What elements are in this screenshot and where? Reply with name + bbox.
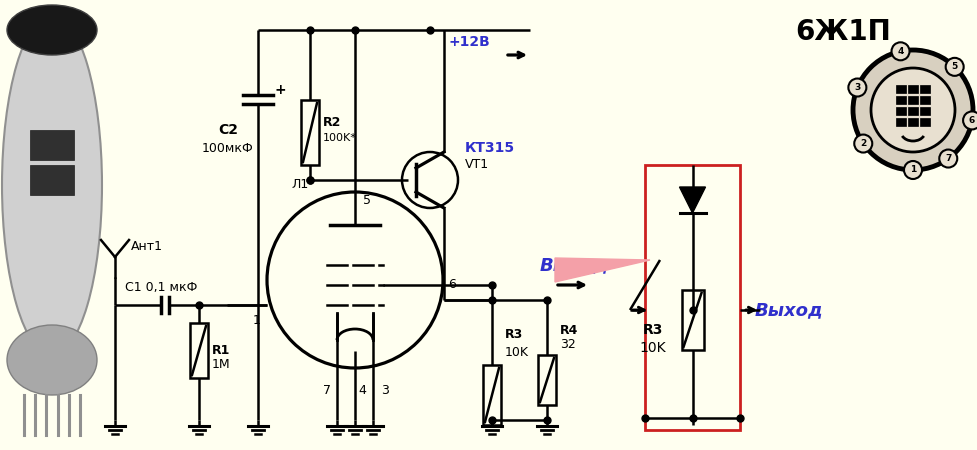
Bar <box>896 107 906 115</box>
Text: 1М: 1М <box>212 359 231 372</box>
Circle shape <box>848 78 867 96</box>
Bar <box>920 107 930 115</box>
Text: 10K: 10K <box>505 346 529 359</box>
Circle shape <box>267 192 443 368</box>
Text: R4: R4 <box>560 324 578 337</box>
Text: 7: 7 <box>323 383 331 396</box>
Text: 1: 1 <box>910 166 916 175</box>
Text: R3: R3 <box>642 323 662 337</box>
Circle shape <box>854 135 872 153</box>
Text: 6: 6 <box>448 279 456 292</box>
Bar <box>908 85 918 93</box>
Bar <box>483 365 501 425</box>
Text: Ант1: Ант1 <box>131 240 163 253</box>
Text: 3: 3 <box>381 383 389 396</box>
Text: R2: R2 <box>323 116 341 129</box>
Bar <box>908 107 918 115</box>
Circle shape <box>939 149 957 167</box>
Text: +: + <box>275 83 286 97</box>
Text: 100мкФ: 100мкФ <box>202 141 254 154</box>
Ellipse shape <box>2 15 102 355</box>
Text: 2: 2 <box>860 139 867 148</box>
Text: R1: R1 <box>212 343 231 356</box>
Text: VT1: VT1 <box>465 158 489 171</box>
Polygon shape <box>679 187 705 213</box>
Ellipse shape <box>7 5 97 55</box>
Text: 5: 5 <box>363 194 371 207</box>
Circle shape <box>871 68 955 152</box>
Bar <box>920 96 930 104</box>
Bar <box>896 96 906 104</box>
Bar <box>920 118 930 126</box>
Text: 7: 7 <box>945 154 952 163</box>
Text: Выход: Выход <box>755 301 824 319</box>
Text: 4: 4 <box>358 383 365 396</box>
Text: 10K: 10K <box>639 341 665 355</box>
Text: 100K*: 100K* <box>323 133 357 143</box>
Bar <box>682 290 703 350</box>
Circle shape <box>963 112 977 130</box>
Circle shape <box>904 161 922 179</box>
Bar <box>908 118 918 126</box>
Text: 6: 6 <box>969 116 975 125</box>
Text: 5: 5 <box>952 63 957 72</box>
Bar <box>896 118 906 126</box>
Circle shape <box>946 58 963 76</box>
Ellipse shape <box>7 325 97 395</box>
Text: 4: 4 <box>897 47 904 56</box>
Text: 6Ж1П: 6Ж1П <box>795 18 891 46</box>
Bar <box>908 96 918 104</box>
Text: +12В: +12В <box>448 35 490 49</box>
Text: C1 0,1 мкФ: C1 0,1 мкФ <box>125 280 197 293</box>
Text: 1: 1 <box>253 314 261 327</box>
Bar <box>301 100 319 165</box>
Polygon shape <box>555 258 650 282</box>
Circle shape <box>402 152 458 208</box>
Bar <box>645 165 740 430</box>
Bar <box>896 85 906 93</box>
Text: 32: 32 <box>560 338 575 351</box>
Circle shape <box>853 50 973 170</box>
Bar <box>920 85 930 93</box>
Bar <box>30 165 74 195</box>
Text: КТ315: КТ315 <box>465 141 515 155</box>
Bar <box>190 323 208 378</box>
Text: 3: 3 <box>854 83 861 92</box>
Text: Л1: Л1 <box>291 177 309 190</box>
Bar <box>30 130 74 160</box>
Circle shape <box>892 42 910 60</box>
Text: R3: R3 <box>505 328 524 342</box>
Text: C2: C2 <box>218 123 238 137</box>
Bar <box>538 355 556 405</box>
Text: Выход: Выход <box>540 256 609 274</box>
